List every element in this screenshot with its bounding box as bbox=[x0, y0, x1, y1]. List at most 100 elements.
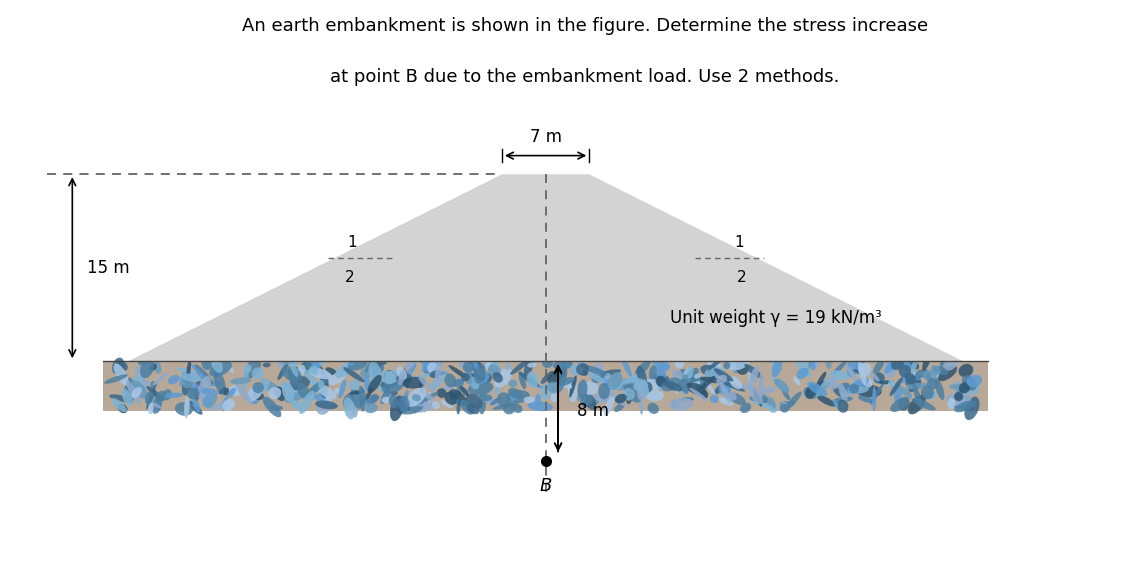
Ellipse shape bbox=[405, 360, 415, 369]
Ellipse shape bbox=[713, 379, 731, 395]
Ellipse shape bbox=[187, 359, 191, 379]
Ellipse shape bbox=[569, 375, 577, 398]
Ellipse shape bbox=[925, 390, 936, 400]
Ellipse shape bbox=[551, 392, 558, 402]
Ellipse shape bbox=[524, 355, 534, 377]
Ellipse shape bbox=[893, 383, 902, 404]
Ellipse shape bbox=[806, 385, 817, 399]
Ellipse shape bbox=[816, 371, 826, 388]
Ellipse shape bbox=[315, 400, 338, 409]
Ellipse shape bbox=[478, 394, 493, 401]
Ellipse shape bbox=[622, 357, 632, 377]
Ellipse shape bbox=[695, 391, 708, 398]
Ellipse shape bbox=[163, 389, 172, 400]
Ellipse shape bbox=[455, 387, 461, 399]
Ellipse shape bbox=[758, 372, 764, 397]
Ellipse shape bbox=[597, 369, 621, 377]
Ellipse shape bbox=[946, 392, 971, 406]
Ellipse shape bbox=[493, 372, 503, 383]
Ellipse shape bbox=[849, 383, 860, 394]
Ellipse shape bbox=[681, 382, 688, 394]
Ellipse shape bbox=[263, 362, 271, 367]
Ellipse shape bbox=[130, 381, 147, 398]
Ellipse shape bbox=[796, 367, 809, 379]
Ellipse shape bbox=[526, 371, 539, 388]
Ellipse shape bbox=[726, 357, 749, 370]
Ellipse shape bbox=[575, 356, 585, 369]
Ellipse shape bbox=[505, 364, 512, 370]
Ellipse shape bbox=[396, 373, 413, 384]
Ellipse shape bbox=[475, 364, 486, 384]
Ellipse shape bbox=[222, 399, 235, 411]
Ellipse shape bbox=[444, 391, 458, 405]
Ellipse shape bbox=[145, 391, 153, 404]
Ellipse shape bbox=[390, 395, 404, 421]
Ellipse shape bbox=[552, 360, 573, 370]
Ellipse shape bbox=[249, 389, 260, 404]
Ellipse shape bbox=[138, 359, 150, 365]
Ellipse shape bbox=[846, 386, 854, 397]
Ellipse shape bbox=[847, 351, 862, 377]
Ellipse shape bbox=[303, 369, 317, 384]
Ellipse shape bbox=[480, 396, 505, 406]
Ellipse shape bbox=[363, 375, 371, 392]
Ellipse shape bbox=[528, 402, 554, 411]
Ellipse shape bbox=[724, 391, 737, 400]
Ellipse shape bbox=[540, 384, 552, 400]
Ellipse shape bbox=[262, 379, 284, 398]
Ellipse shape bbox=[279, 383, 299, 390]
Ellipse shape bbox=[634, 378, 649, 396]
Ellipse shape bbox=[348, 360, 354, 366]
Ellipse shape bbox=[307, 391, 316, 400]
Ellipse shape bbox=[578, 354, 586, 375]
Ellipse shape bbox=[598, 382, 610, 399]
Ellipse shape bbox=[664, 381, 683, 391]
Ellipse shape bbox=[720, 382, 731, 403]
Ellipse shape bbox=[209, 400, 233, 411]
Ellipse shape bbox=[637, 379, 648, 400]
Ellipse shape bbox=[678, 379, 691, 392]
Ellipse shape bbox=[510, 389, 519, 402]
Ellipse shape bbox=[132, 387, 142, 398]
Ellipse shape bbox=[313, 360, 326, 377]
Ellipse shape bbox=[334, 388, 341, 394]
Ellipse shape bbox=[825, 377, 838, 390]
Ellipse shape bbox=[637, 366, 647, 387]
Ellipse shape bbox=[912, 398, 936, 411]
Ellipse shape bbox=[832, 396, 853, 403]
Ellipse shape bbox=[192, 398, 200, 412]
Ellipse shape bbox=[494, 387, 500, 395]
Ellipse shape bbox=[112, 358, 124, 374]
Ellipse shape bbox=[222, 396, 228, 411]
Ellipse shape bbox=[933, 372, 939, 378]
Ellipse shape bbox=[704, 366, 724, 379]
Ellipse shape bbox=[541, 371, 554, 384]
Ellipse shape bbox=[963, 379, 968, 391]
Ellipse shape bbox=[228, 386, 241, 396]
Ellipse shape bbox=[398, 396, 410, 413]
Ellipse shape bbox=[623, 382, 641, 403]
Ellipse shape bbox=[662, 378, 681, 391]
Ellipse shape bbox=[243, 365, 249, 391]
Polygon shape bbox=[104, 361, 988, 411]
Ellipse shape bbox=[253, 392, 264, 400]
Ellipse shape bbox=[705, 354, 722, 374]
Ellipse shape bbox=[349, 380, 360, 390]
Ellipse shape bbox=[420, 358, 439, 378]
Ellipse shape bbox=[754, 390, 762, 407]
Ellipse shape bbox=[872, 386, 876, 411]
Ellipse shape bbox=[633, 379, 642, 391]
Ellipse shape bbox=[309, 366, 318, 374]
Ellipse shape bbox=[803, 387, 817, 399]
Ellipse shape bbox=[297, 365, 305, 375]
Ellipse shape bbox=[519, 371, 526, 389]
Ellipse shape bbox=[403, 367, 410, 389]
Text: 1: 1 bbox=[348, 235, 358, 250]
Ellipse shape bbox=[736, 354, 741, 370]
Ellipse shape bbox=[485, 358, 501, 373]
Ellipse shape bbox=[474, 363, 485, 381]
Ellipse shape bbox=[328, 371, 346, 385]
Ellipse shape bbox=[695, 377, 708, 391]
Ellipse shape bbox=[519, 372, 540, 387]
Ellipse shape bbox=[444, 373, 457, 387]
